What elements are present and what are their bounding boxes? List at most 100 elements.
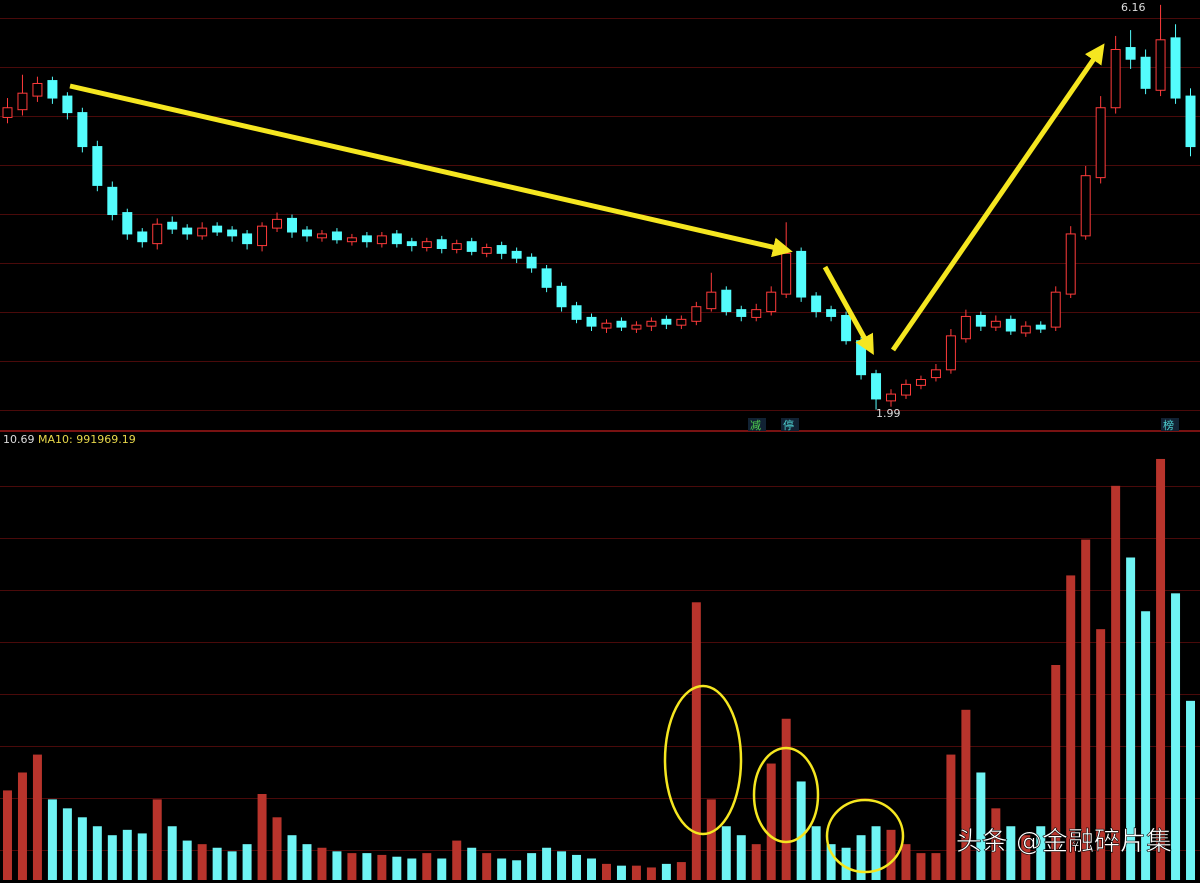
volume-bar: [182, 840, 192, 880]
volume-bar: [646, 867, 656, 880]
ellipse: [752, 746, 820, 844]
volume-bar: [302, 844, 312, 880]
volume-bar: [287, 835, 297, 880]
candle-body: [77, 112, 88, 148]
volume-bar: [47, 799, 57, 880]
candle-body: [481, 247, 492, 254]
candle-body: [945, 335, 956, 371]
marker: 停: [783, 418, 794, 432]
volume-bar: [482, 853, 492, 880]
candle-body: [1080, 175, 1091, 237]
volume-bar: [1036, 826, 1046, 880]
candle-body: [242, 233, 253, 245]
price-grid: [0, 0, 1200, 430]
volume-bar: [377, 854, 387, 880]
marker: 减: [750, 419, 761, 432]
candle-body: [915, 379, 926, 386]
volume-bar: [706, 799, 716, 880]
volume-bar: [1171, 593, 1181, 880]
volume-bar: [1156, 458, 1166, 880]
candle-body: [975, 314, 986, 327]
volume-bar: [32, 754, 42, 880]
volume-bar: [1006, 826, 1016, 880]
volume-bar: [512, 860, 522, 880]
volume-bar: [212, 847, 222, 880]
candle-body: [346, 237, 357, 243]
candle-body: [676, 318, 687, 326]
candle-body: [1185, 95, 1196, 148]
candle-body: [811, 295, 822, 313]
candle-body: [152, 223, 163, 245]
volume-bar: [871, 826, 881, 880]
candle-body: [182, 227, 193, 235]
candle-body: [287, 217, 298, 233]
volume-bar: [1066, 575, 1076, 880]
candle-body: [616, 320, 627, 328]
volume-bar: [946, 754, 956, 880]
volume-bar: [886, 829, 896, 880]
candle-body: [1050, 291, 1061, 328]
marker: 榜: [1163, 418, 1174, 432]
candle-body: [721, 289, 732, 313]
candle-body: [751, 309, 762, 318]
volume-bar: [1081, 539, 1091, 880]
volume-bar: [407, 858, 417, 880]
candle-body: [92, 146, 103, 186]
volume-bar: [1096, 629, 1106, 880]
ellipse: [825, 798, 905, 874]
volume-bar: [736, 835, 746, 880]
candle-body: [421, 241, 432, 249]
volume-bar: [437, 858, 447, 880]
volume-bar: [452, 840, 462, 880]
candle-body: [960, 315, 971, 340]
candle-body: [646, 320, 657, 327]
volume-bar: [137, 833, 147, 880]
candle-body: [1020, 325, 1031, 334]
candle-body: [466, 241, 477, 252]
watermark: 头条 @金融碎片集: [956, 827, 1172, 857]
volume-bar: [92, 826, 102, 880]
arrow: [69, 83, 793, 258]
candle-body: [1095, 107, 1106, 179]
arrow: [890, 43, 1105, 352]
candle-body: [257, 225, 268, 247]
volume-bar: [616, 865, 626, 880]
volume-bar: [2, 790, 12, 880]
marker-bg: [781, 418, 799, 431]
volume-bar: [332, 851, 342, 880]
marker-bg: [748, 418, 766, 431]
volume-bar: [1051, 665, 1061, 880]
candle-body: [496, 245, 507, 254]
volume-bar: [587, 858, 597, 880]
candle-body: [62, 95, 73, 114]
candle-body: [631, 324, 642, 330]
volume-bar: [1021, 835, 1031, 880]
candle-body: [871, 373, 882, 400]
candle-body: [586, 316, 597, 327]
candle-body: [167, 221, 178, 230]
volume-bar: [901, 844, 911, 880]
volume-ma-label: MA10: 991969.19: [38, 433, 136, 446]
candle-body: [47, 80, 58, 99]
candle-body: [32, 82, 43, 97]
candle-body: [107, 186, 118, 216]
volume-bar: [497, 858, 507, 880]
candle-body: [1035, 324, 1046, 330]
volume-bar: [826, 844, 836, 880]
candle-body: [361, 235, 372, 243]
volume-bar: [781, 718, 791, 880]
candle-body: [316, 233, 327, 239]
volume-bar: [976, 772, 986, 880]
volume-bar: [107, 835, 117, 880]
candle-body: [856, 340, 867, 376]
candle-body: [1155, 39, 1166, 91]
volume-bar: [721, 826, 731, 880]
volume-bar: [631, 865, 641, 880]
candle-body: [766, 291, 777, 313]
volume-bar: [1141, 611, 1151, 880]
candle-body: [2, 107, 13, 118]
volume-bar: [77, 817, 87, 880]
candle-body: [331, 231, 342, 241]
